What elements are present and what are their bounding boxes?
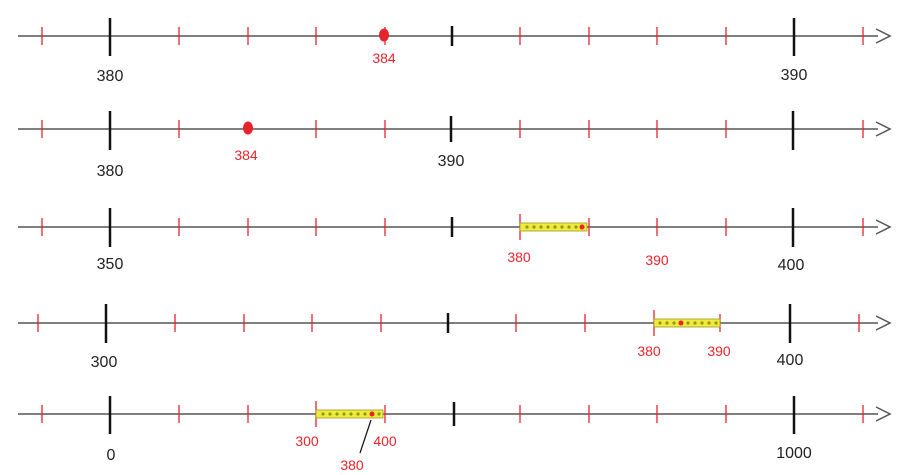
point-label: 384 [234, 147, 258, 163]
pointer-line [359, 419, 372, 454]
range-label-end: 400 [373, 433, 397, 449]
range-label-end: 390 [645, 252, 669, 268]
number-line-5: 0 1000 300 400 380 [18, 396, 892, 473]
major-label-left: 0 [107, 447, 116, 464]
range-segment [315, 409, 384, 419]
arrow-head-icon [875, 28, 892, 44]
range-label-start: 380 [507, 249, 531, 265]
range-segment [653, 318, 721, 328]
point-label: 384 [372, 50, 396, 66]
major-label-right: 400 [778, 257, 805, 274]
number-line-3: 350 400 380 390 [18, 208, 892, 274]
major-label-right: 1000 [776, 445, 812, 462]
number-line-2: 380 390 384 [18, 111, 892, 180]
major-label-right: 400 [777, 352, 804, 369]
range-label-end: 390 [707, 343, 731, 359]
number-line-4: 300 400 380 390 [18, 304, 892, 371]
point-marker [379, 28, 389, 42]
major-label-left: 380 [97, 68, 124, 85]
number-line-1: 380 390 384 [18, 18, 892, 85]
major-label-left: 380 [97, 163, 124, 180]
arrow-head-icon [875, 315, 892, 331]
range-label-start: 380 [637, 343, 661, 359]
minor-ticks [41, 120, 864, 138]
minor-ticks [41, 401, 864, 427]
range-label-start: 300 [295, 433, 319, 449]
major-label-left: 300 [91, 354, 118, 371]
point-marker [243, 121, 253, 135]
major-label-right: 390 [781, 67, 808, 84]
major-label-right: 390 [438, 153, 465, 170]
major-label-left: 350 [97, 256, 124, 273]
arrow-head-icon [875, 219, 892, 235]
arrow-head-icon [875, 406, 892, 422]
point-label: 380 [340, 457, 364, 473]
range-segment [519, 222, 588, 232]
arrow-head-icon [875, 121, 892, 137]
